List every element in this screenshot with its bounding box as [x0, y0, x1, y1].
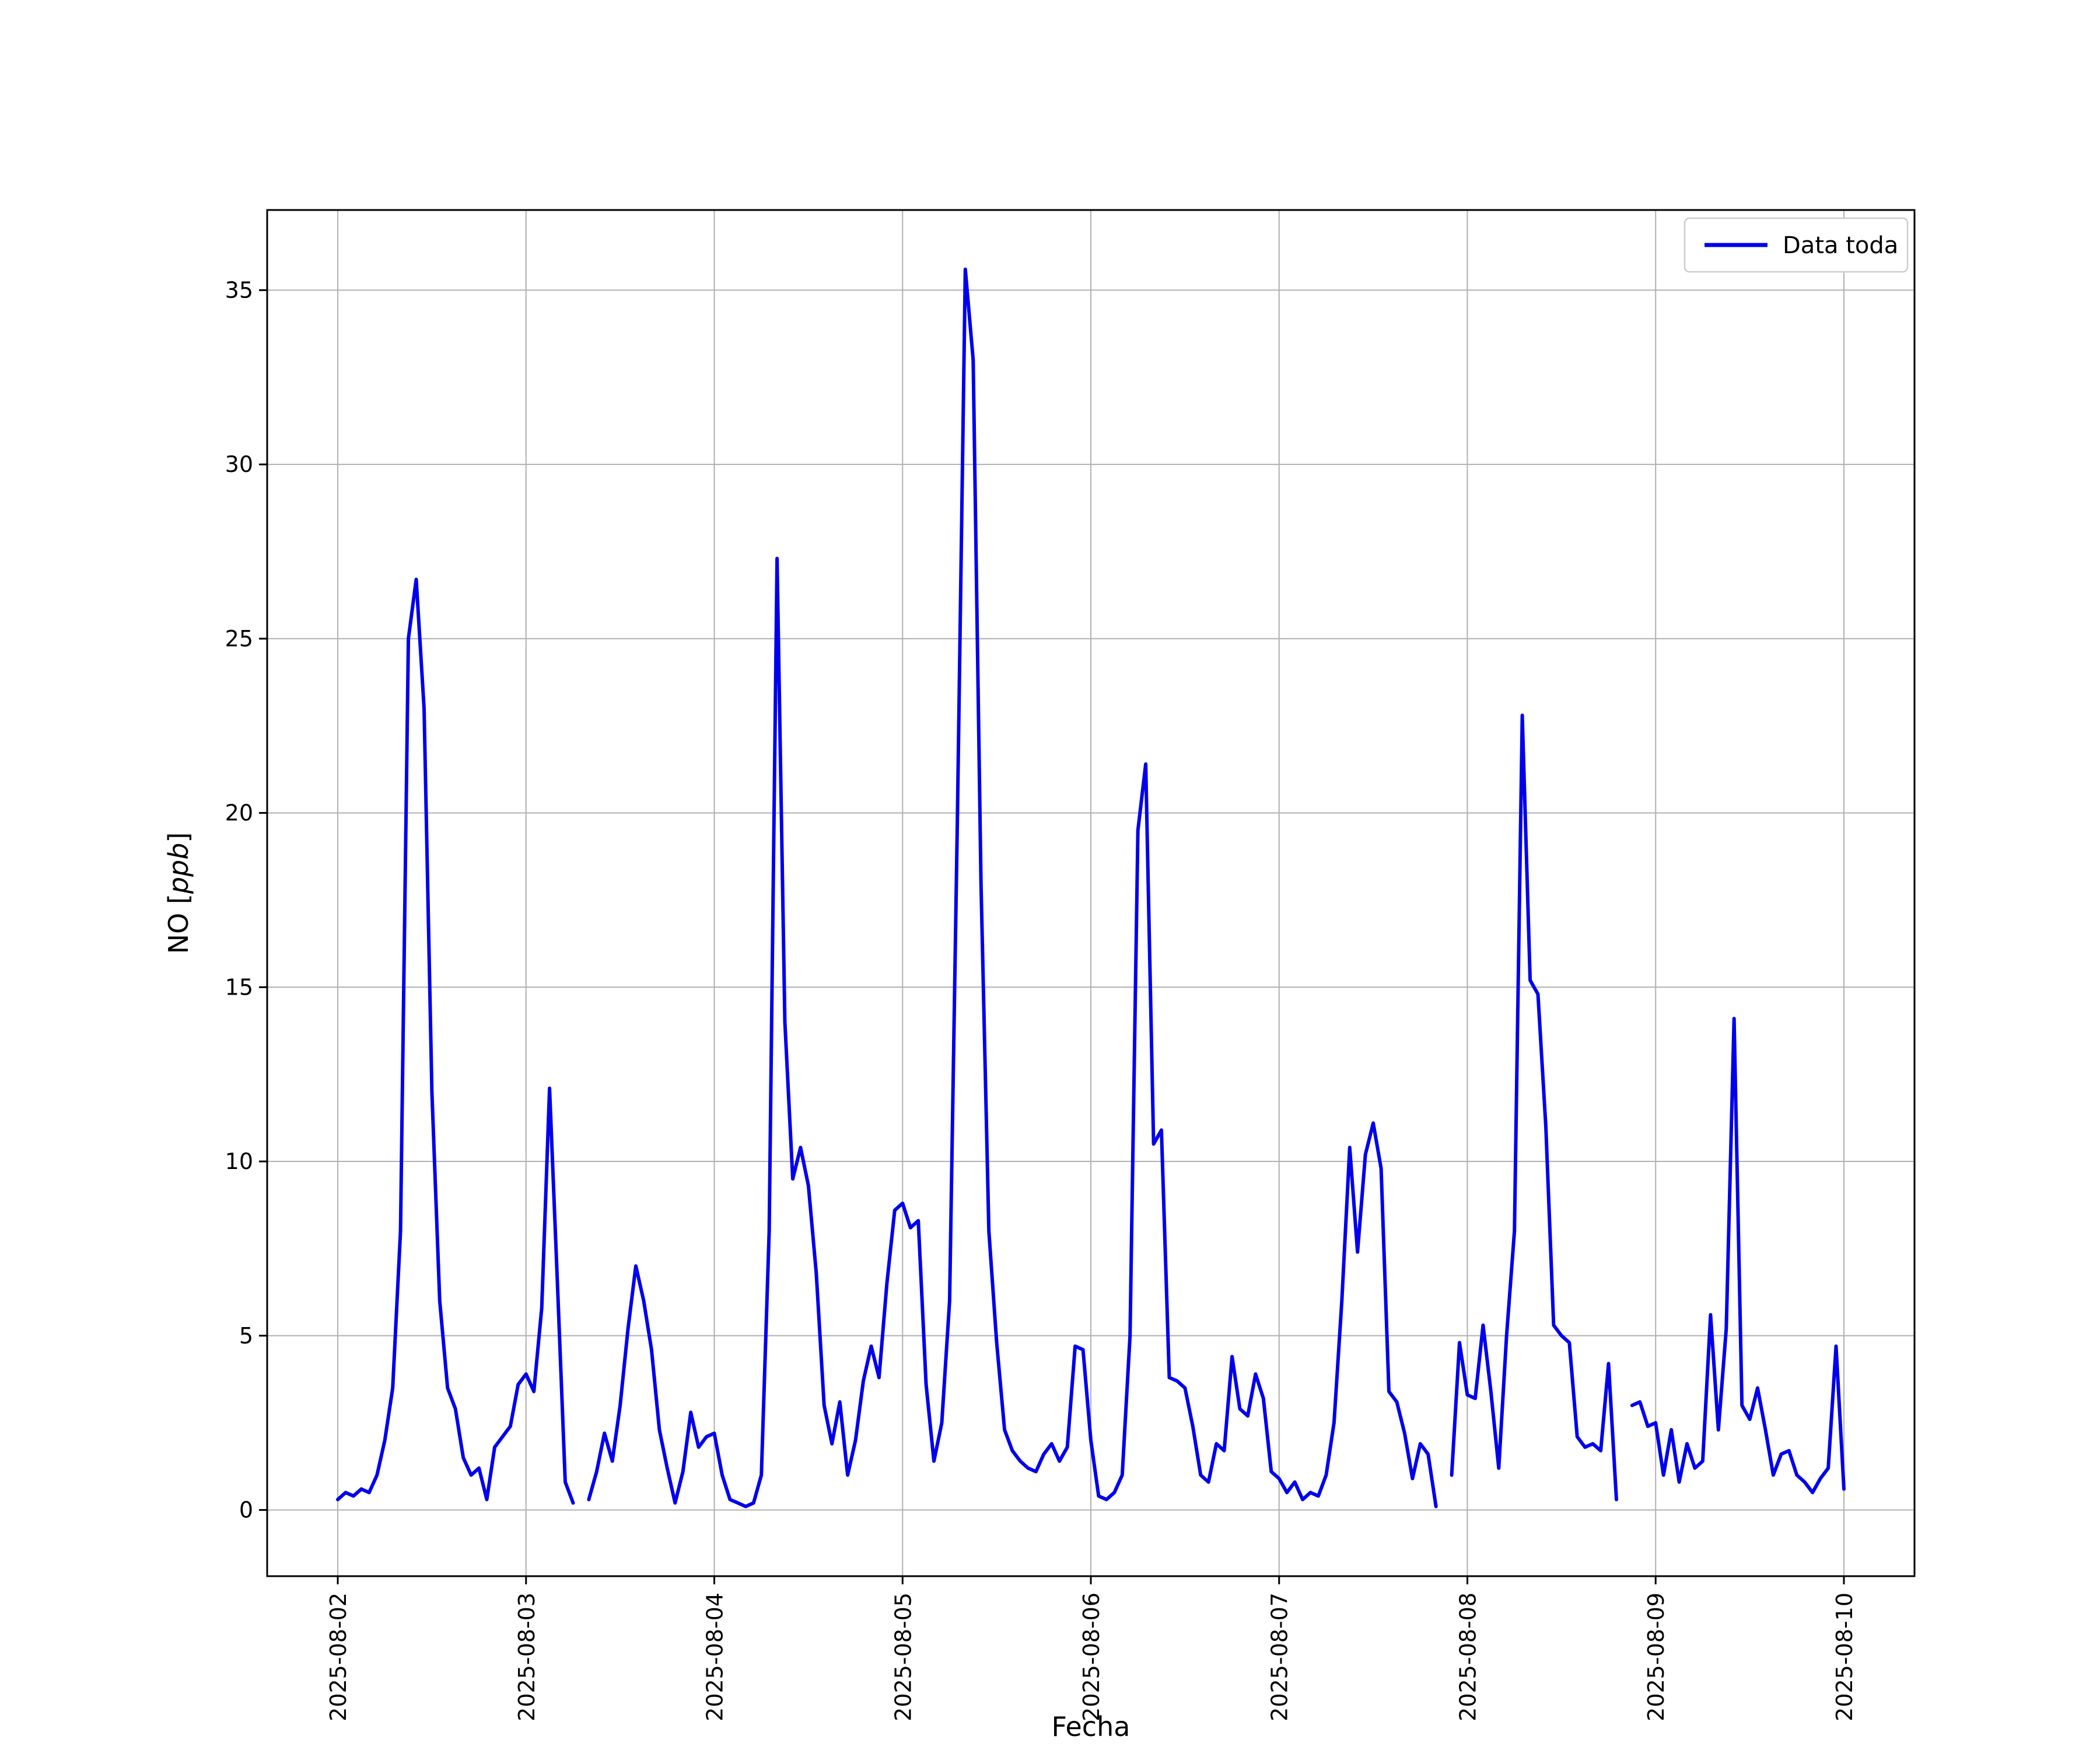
- legend-label: Data toda: [1783, 232, 1898, 259]
- y-tick-label: 0: [239, 1497, 253, 1522]
- x-tick-label: 2025-08-10: [1832, 1592, 1857, 1721]
- y-tick-label: 35: [225, 277, 253, 303]
- x-tick-label: 2025-08-09: [1643, 1592, 1669, 1721]
- y-tick-label: 10: [225, 1149, 253, 1174]
- y-tick-label: 30: [225, 452, 253, 477]
- x-tick-label: 2025-08-07: [1267, 1592, 1293, 1721]
- y-tick-label: 20: [225, 800, 253, 826]
- x-tick-label: 2025-08-08: [1455, 1592, 1480, 1721]
- y-tick-label: 15: [225, 974, 253, 1000]
- legend-box: [1684, 217, 1909, 273]
- y-axis-label: NO [ppb]: [163, 832, 194, 954]
- data-series-line: [336, 267, 1846, 1508]
- grid: [267, 210, 1915, 1576]
- tick-labels: 2025-08-02 2025-08-03 2025-08-04 2025-08-05…: [225, 277, 1857, 1721]
- y-tick-label: 5: [239, 1323, 253, 1349]
- x-tick-label: 2025-08-02: [326, 1592, 351, 1721]
- y-tick-label: 25: [225, 626, 253, 652]
- legend: Data toda: [1684, 217, 1909, 273]
- x-tick-label: 2025-08-05: [890, 1592, 916, 1721]
- x-axis-label: Fecha: [1052, 1711, 1130, 1742]
- x-tick-label: 2025-08-04: [702, 1592, 728, 1721]
- x-tick-label: 2025-08-03: [514, 1592, 540, 1721]
- ticks: [259, 289, 1845, 1584]
- x-tick-label: 2025-08-06: [1079, 1592, 1104, 1721]
